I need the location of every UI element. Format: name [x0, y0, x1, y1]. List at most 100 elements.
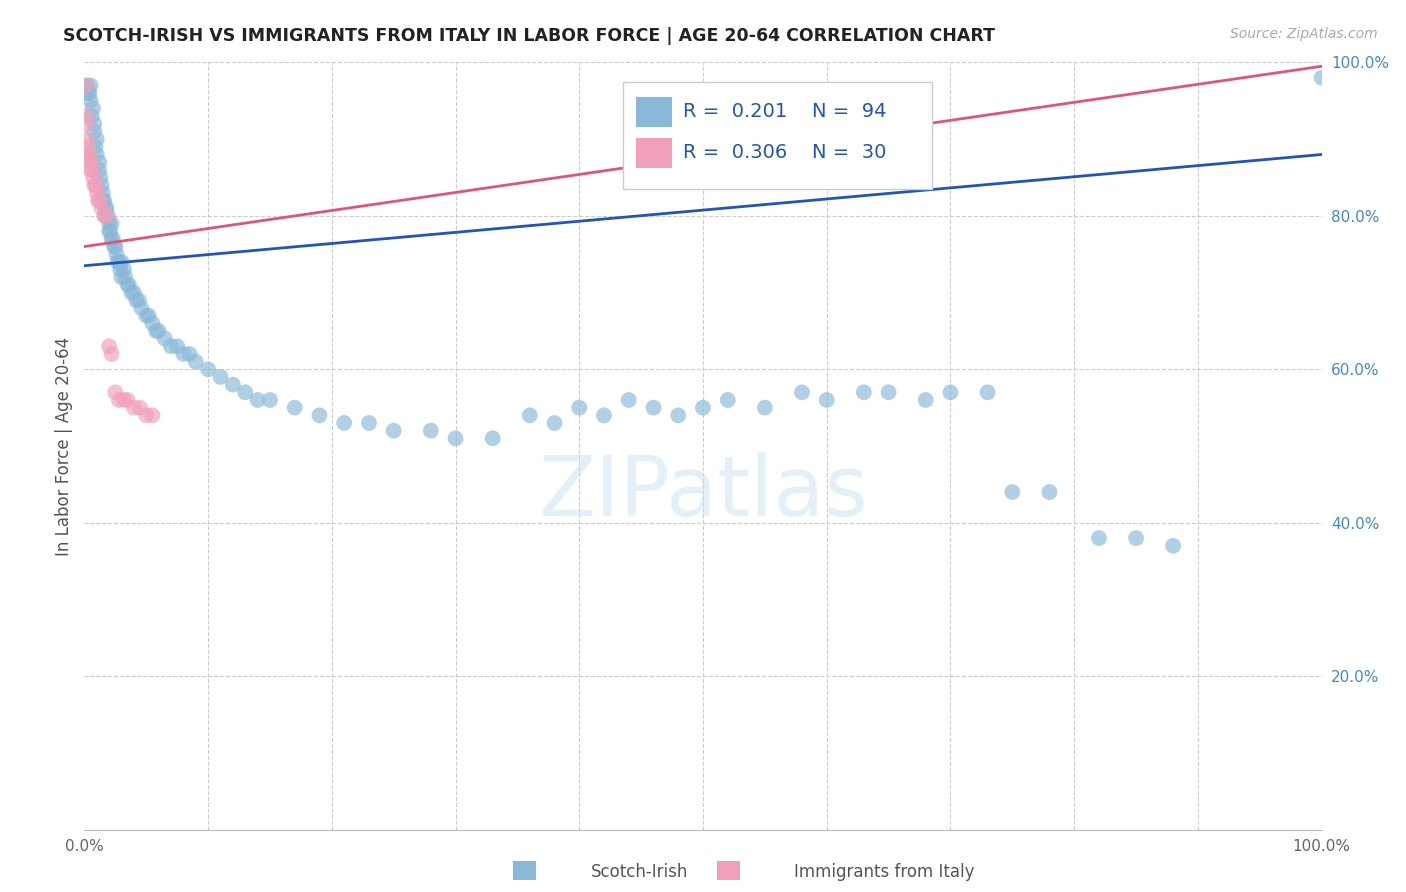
Point	[110, 270, 132, 285]
Point	[86, 186, 108, 200]
Text: Scotch-Irish: Scotch-Irish	[591, 863, 688, 881]
Point	[568, 401, 591, 415]
Point	[100, 347, 122, 361]
Point	[666, 409, 689, 423]
Point	[89, 194, 111, 208]
Point	[80, 162, 103, 177]
Point	[1125, 531, 1147, 545]
Point	[96, 201, 118, 215]
Point	[84, 178, 107, 193]
Point	[419, 424, 441, 438]
Point	[104, 239, 127, 253]
Point	[914, 392, 936, 407]
Point	[145, 324, 167, 338]
Point	[79, 155, 101, 169]
Point	[104, 385, 127, 400]
Point	[100, 232, 122, 246]
Point	[148, 324, 170, 338]
Point	[1161, 539, 1184, 553]
Point	[481, 431, 503, 445]
Point	[112, 262, 135, 277]
Point	[90, 178, 112, 193]
Point	[117, 392, 139, 407]
Point	[333, 416, 356, 430]
Point	[179, 347, 201, 361]
Point	[80, 109, 103, 123]
Point	[308, 409, 330, 423]
Point	[197, 362, 219, 376]
Point	[76, 117, 98, 131]
Point	[79, 94, 101, 108]
Text: N =  94: N = 94	[811, 102, 886, 121]
Point	[1001, 485, 1024, 500]
Point	[94, 209, 117, 223]
Point	[129, 301, 152, 315]
Point	[1310, 70, 1333, 85]
Point	[125, 293, 148, 308]
Point	[153, 332, 176, 346]
Point	[82, 170, 104, 185]
Point	[135, 409, 157, 423]
Point	[75, 78, 97, 93]
Point	[83, 178, 105, 193]
Point	[83, 117, 105, 131]
Point	[939, 385, 962, 400]
Point	[82, 102, 104, 116]
Point	[790, 385, 813, 400]
Point	[79, 147, 101, 161]
Point	[75, 109, 97, 123]
Point	[976, 385, 998, 400]
Point	[112, 392, 135, 407]
Text: ZIPatlas: ZIPatlas	[538, 451, 868, 533]
Point	[141, 316, 163, 330]
Point	[160, 339, 183, 353]
Point	[1088, 531, 1111, 545]
Point	[96, 209, 118, 223]
Y-axis label: In Labor Force | Age 20-64: In Labor Force | Age 20-64	[55, 336, 73, 556]
Point	[98, 217, 121, 231]
Point	[105, 247, 128, 261]
Point	[98, 339, 121, 353]
Point	[98, 224, 121, 238]
Point	[357, 416, 380, 430]
Point	[79, 78, 101, 93]
Point	[90, 201, 112, 215]
Point	[103, 239, 125, 253]
Point	[76, 78, 98, 93]
Point	[717, 392, 740, 407]
Point	[101, 232, 124, 246]
Point	[87, 194, 110, 208]
Point	[233, 385, 256, 400]
Point	[97, 209, 120, 223]
Point	[815, 392, 838, 407]
Text: SCOTCH-IRISH VS IMMIGRANTS FROM ITALY IN LABOR FORCE | AGE 20-64 CORRELATION CHA: SCOTCH-IRISH VS IMMIGRANTS FROM ITALY IN…	[63, 27, 995, 45]
Point	[284, 401, 307, 415]
Point	[108, 392, 131, 407]
Point	[117, 277, 139, 292]
Point	[138, 309, 160, 323]
FancyBboxPatch shape	[636, 137, 672, 168]
Point	[89, 162, 111, 177]
Text: R =  0.201: R = 0.201	[683, 102, 787, 121]
Point	[692, 401, 714, 415]
Point	[877, 385, 900, 400]
Point	[107, 255, 129, 269]
Point	[83, 124, 105, 138]
Point	[114, 270, 136, 285]
Point	[209, 370, 232, 384]
Point	[110, 255, 132, 269]
Point	[91, 194, 114, 208]
Point	[118, 277, 141, 292]
Point	[754, 401, 776, 415]
Point	[129, 401, 152, 415]
Point	[852, 385, 875, 400]
Point	[86, 132, 108, 146]
Point	[172, 347, 194, 361]
Point	[76, 132, 98, 146]
Point	[259, 392, 281, 407]
Point	[543, 416, 565, 430]
FancyBboxPatch shape	[636, 97, 672, 127]
Point	[141, 409, 163, 423]
Point	[222, 377, 245, 392]
Point	[122, 401, 145, 415]
